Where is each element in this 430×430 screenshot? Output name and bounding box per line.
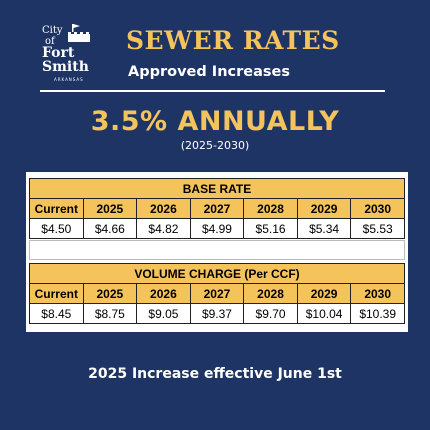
table-cell: $10.39 bbox=[350, 303, 405, 324]
column-header: 2030 bbox=[350, 198, 405, 219]
column-header: Current bbox=[29, 198, 84, 219]
rate-period: (2025-2030) bbox=[180, 139, 250, 152]
column-header: 2026 bbox=[136, 198, 191, 219]
column-header: 2029 bbox=[296, 283, 352, 304]
column-header: 2027 bbox=[189, 283, 245, 304]
table-cell: $9.37 bbox=[189, 303, 245, 324]
spacer-row bbox=[29, 240, 405, 260]
base-rate-values-row: $4.50 $4.66 $4.82 $4.99 $5.16 $5.34 $5.5… bbox=[29, 218, 405, 239]
table-cell: $10.04 bbox=[296, 303, 352, 324]
volume-charge-header-row: Current 2025 2026 2027 2028 2029 2030 bbox=[29, 283, 405, 304]
logo-fort: Fort bbox=[42, 45, 75, 61]
table-cell: $5.16 bbox=[243, 218, 298, 239]
effective-date-note: 2025 Increase effective June 1st bbox=[88, 366, 342, 382]
column-header: 2025 bbox=[82, 198, 138, 219]
table-cell: $4.99 bbox=[189, 218, 245, 239]
base-rate-table: BASE RATE Current 2025 2026 2027 2028 20… bbox=[29, 178, 405, 239]
column-header: 2027 bbox=[189, 198, 245, 219]
table-cell: $9.70 bbox=[243, 303, 298, 324]
volume-charge-title: VOLUME CHARGE (Per CCF) bbox=[29, 263, 405, 284]
logo-city: City bbox=[42, 25, 63, 36]
column-header: 2028 bbox=[243, 198, 298, 219]
table-cell: $8.45 bbox=[29, 303, 84, 324]
column-header: 2030 bbox=[350, 283, 405, 304]
logo-arkansas: ARKANSAS bbox=[54, 77, 84, 82]
table-cell: $9.05 bbox=[136, 303, 191, 324]
table-cell: $5.53 bbox=[350, 218, 405, 239]
column-header: 2026 bbox=[136, 283, 191, 304]
column-header: 2025 bbox=[82, 283, 138, 304]
page-subtitle: Approved Increases bbox=[128, 64, 290, 80]
city-logo: City of Fort Smith ARKANSAS bbox=[40, 22, 98, 90]
volume-charge-values-row: $8.45 $8.75 $9.05 $9.37 $9.70 $10.04 $10… bbox=[29, 303, 405, 324]
column-header: 2028 bbox=[243, 283, 298, 304]
table-cell: $4.66 bbox=[82, 218, 138, 239]
table-cell: $5.34 bbox=[296, 218, 352, 239]
rates-table: BASE RATE Current 2025 2026 2027 2028 20… bbox=[26, 172, 408, 332]
castle-icon bbox=[68, 24, 90, 42]
page-title: SEWER RATES bbox=[126, 26, 340, 55]
table-cell: $4.50 bbox=[29, 218, 84, 239]
table-cell: $4.82 bbox=[136, 218, 191, 239]
logo-smith: Smith bbox=[42, 59, 89, 75]
table-cell: $8.75 bbox=[82, 303, 138, 324]
logo-of: of bbox=[45, 36, 55, 47]
rate-headline: 3.5% ANNUALLY bbox=[90, 106, 340, 137]
base-rate-header-row: Current 2025 2026 2027 2028 2029 2030 bbox=[29, 198, 405, 219]
base-rate-title: BASE RATE bbox=[29, 178, 405, 199]
volume-charge-table: VOLUME CHARGE (Per CCF) Current 2025 202… bbox=[29, 263, 405, 324]
divider bbox=[40, 90, 385, 92]
column-header: 2029 bbox=[296, 198, 352, 219]
column-header: Current bbox=[29, 283, 84, 304]
